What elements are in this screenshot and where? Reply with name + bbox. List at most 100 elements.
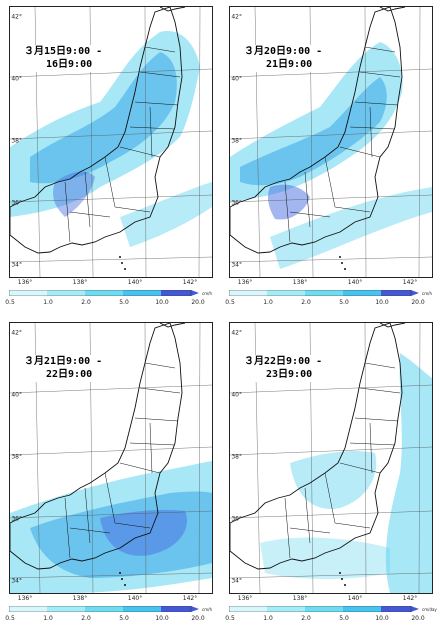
lat-tick: 34° — [231, 261, 242, 269]
map-frame: 42° 40° 38° 36° 34° ３月21日9:00 - 22日9:00 — [9, 322, 213, 594]
map-frame: 42° 40° 38° 36° 34° ３月22日9:00 - 23日9:00 — [229, 322, 433, 594]
precip-map-panel-1: 42° 40° 38° 36° 34° ３月15日9:00 - 16日9:00 … — [0, 0, 220, 316]
lon-tick: 142° — [402, 279, 418, 286]
lat-tick: 36° — [11, 515, 22, 523]
lon-tick: 136° — [237, 595, 253, 602]
colorbar — [9, 606, 199, 612]
unit-label: cm/h — [202, 291, 212, 296]
lat-tick: 36° — [11, 199, 22, 207]
lat-tick: 40° — [11, 391, 22, 399]
precip-area-light-south — [120, 182, 212, 247]
cbar-tick: 0.5 — [5, 615, 15, 622]
prefecture-borders — [64, 362, 181, 559]
lat-tick: 34° — [11, 577, 22, 585]
date-range-label: ３月22日9:00 - 23日9:00 — [240, 355, 327, 382]
hokkaido-coast — [379, 7, 406, 12]
lat-tick: 36° — [231, 199, 242, 207]
lon-tick: 136° — [237, 279, 253, 286]
colorbar — [229, 606, 419, 612]
coastline — [10, 7, 183, 254]
islands — [119, 572, 126, 586]
precipitation-map — [10, 323, 212, 593]
cbar-tick: 2.0 — [81, 615, 91, 622]
cbar-tick: 20.0 — [191, 299, 205, 306]
precip-area-medium — [240, 77, 387, 186]
lat-tick: 42° — [11, 13, 22, 21]
cbar-tick: 20.0 — [411, 299, 425, 306]
cbar-tick: 0.5 — [225, 299, 235, 306]
coastline — [230, 7, 403, 254]
lat-tick: 38° — [11, 453, 22, 461]
map-frame: 42° 40° 38° 36° 34° ３月20日9:00 - 21日9:00 — [229, 6, 433, 278]
unit-label: cm/h — [202, 607, 212, 612]
hokkaido-coast — [159, 7, 186, 12]
precipitation-map — [10, 7, 212, 277]
precip-map-panel-3: 42° 40° 38° 36° 34° ３月21日9:00 - 22日9:00 … — [0, 316, 220, 632]
cbar-tick: 1.0 — [263, 615, 273, 622]
precip-area-light-south — [270, 187, 432, 269]
lat-tick: 38° — [231, 137, 242, 145]
cbar-tick: 10.0 — [155, 615, 169, 622]
lon-tick: 138° — [292, 279, 308, 286]
lon-tick: 142° — [402, 595, 418, 602]
map-frame: 42° 40° 38° 36° 34° ３月15日9:00 - 16日9:00 — [9, 6, 213, 278]
cbar-tick: 10.0 — [375, 299, 389, 306]
precip-area-heavy — [53, 171, 95, 217]
lon-tick: 136° — [17, 279, 33, 286]
colorbar — [9, 290, 199, 296]
precip-area-heavy — [100, 509, 187, 556]
prefecture-borders — [284, 46, 401, 243]
cbar-tick: 1.0 — [263, 299, 273, 306]
cbar-tick: 2.0 — [301, 615, 311, 622]
lat-tick: 40° — [231, 75, 242, 83]
precipitation-map — [230, 323, 432, 593]
date-range-label: ３月20日9:00 - 21日9:00 — [240, 45, 327, 72]
lon-tick: 138° — [72, 279, 88, 286]
cbar-tick: 0.5 — [225, 615, 235, 622]
hokkaido-coast — [379, 323, 406, 328]
cbar-tick: 10.0 — [375, 615, 389, 622]
lat-tick: 40° — [231, 391, 242, 399]
lat-tick: 40° — [11, 75, 22, 83]
hokkaido-coast — [159, 323, 186, 328]
cbar-tick: 5.0 — [119, 299, 129, 306]
precip-map-panel-4: 42° 40° 38° 36° 34° ３月22日9:00 - 23日9:00 … — [220, 316, 440, 632]
cbar-tick: 5.0 — [339, 615, 349, 622]
precip-area-light-inland — [290, 451, 377, 509]
lon-tick: 142° — [182, 279, 198, 286]
precip-map-panel-2: 42° 40° 38° 36° 34° ３月20日9:00 - 21日9:00 … — [220, 0, 440, 316]
lon-tick: 136° — [17, 595, 33, 602]
islands — [119, 256, 126, 270]
lat-tick: 38° — [231, 453, 242, 461]
lon-tick: 138° — [72, 595, 88, 602]
prefecture-borders — [284, 362, 401, 559]
lat-tick: 34° — [231, 577, 242, 585]
lon-tick: 140° — [347, 595, 363, 602]
coastline — [230, 323, 403, 570]
coastline — [10, 323, 183, 570]
cbar-tick: 2.0 — [81, 299, 91, 306]
cbar-tick: 10.0 — [155, 299, 169, 306]
lon-tick: 140° — [127, 279, 143, 286]
cbar-tick: 20.0 — [411, 615, 425, 622]
lon-tick: 142° — [182, 595, 198, 602]
unit-label: cm/h — [422, 291, 432, 296]
cbar-tick: 0.5 — [5, 299, 15, 306]
cbar-tick: 5.0 — [339, 299, 349, 306]
graticule — [10, 323, 212, 593]
prefecture-borders — [64, 46, 181, 243]
unit-label: cm/day — [422, 607, 437, 612]
lat-tick: 42° — [231, 13, 242, 21]
lat-tick: 42° — [231, 329, 242, 337]
lat-tick: 38° — [11, 137, 22, 145]
islands — [339, 256, 346, 270]
cbar-tick: 1.0 — [43, 615, 53, 622]
islands — [339, 572, 346, 586]
precip-area-light-south — [260, 537, 390, 579]
date-range-label: ３月21日9:00 - 22日9:00 — [20, 355, 107, 382]
precip-area-light-east — [385, 353, 432, 593]
lon-tick: 138° — [292, 595, 308, 602]
precip-area-heavy — [267, 184, 310, 220]
lon-tick: 140° — [127, 595, 143, 602]
precip-area-medium — [30, 52, 177, 184]
